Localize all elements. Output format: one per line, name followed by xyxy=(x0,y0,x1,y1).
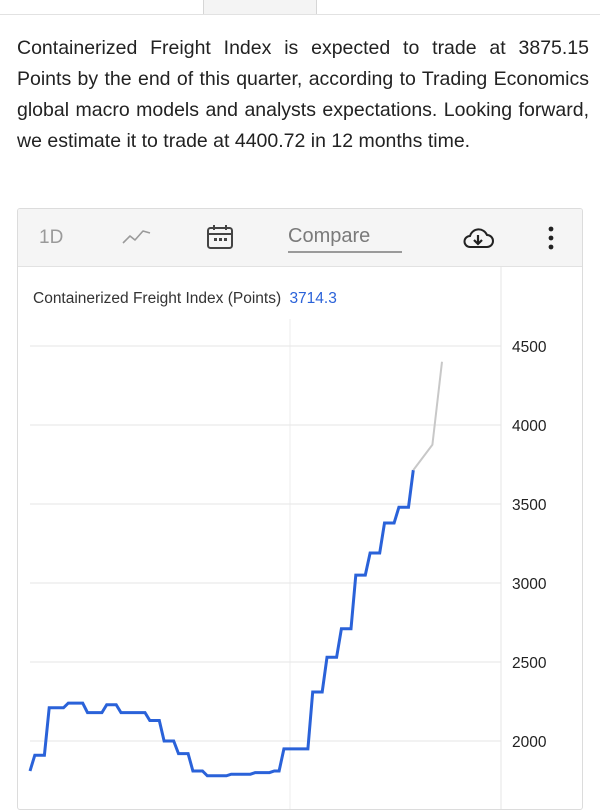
calendar-icon[interactable] xyxy=(205,223,235,256)
actual-series-line xyxy=(28,469,415,778)
y-tick-label: 3500 xyxy=(512,497,547,514)
chart-title: Containerized Freight Index (Points) 371… xyxy=(33,290,337,308)
chart-last-value: 3714.3 xyxy=(289,290,337,307)
y-tick-label: 2500 xyxy=(512,655,547,672)
y-tick-label: 2000 xyxy=(512,734,547,751)
more-vertical-icon[interactable] xyxy=(546,224,556,257)
y-tick-label: 4500 xyxy=(512,339,547,356)
chart-toolbar: 1D Compare xyxy=(18,209,582,267)
line-chart-icon[interactable] xyxy=(121,225,153,252)
y-tick-label: 3000 xyxy=(512,576,547,593)
chart-card: 1D Compare xyxy=(17,208,583,810)
compare-input[interactable]: Compare xyxy=(288,225,402,253)
chart-title-text: Containerized Freight Index (Points) xyxy=(33,290,282,307)
top-divider xyxy=(0,14,600,15)
forecast-series-line xyxy=(412,361,443,471)
top-tab[interactable] xyxy=(203,0,317,15)
range-1d-button[interactable]: 1D xyxy=(39,227,64,248)
y-tick-label: 4000 xyxy=(512,418,547,435)
cloud-download-icon[interactable] xyxy=(461,226,495,255)
forecast-summary: Containerized Freight Index is expected … xyxy=(17,37,589,152)
line-chart-plot: 2000 2500 3000 3500 4000 4500 xyxy=(28,267,547,809)
